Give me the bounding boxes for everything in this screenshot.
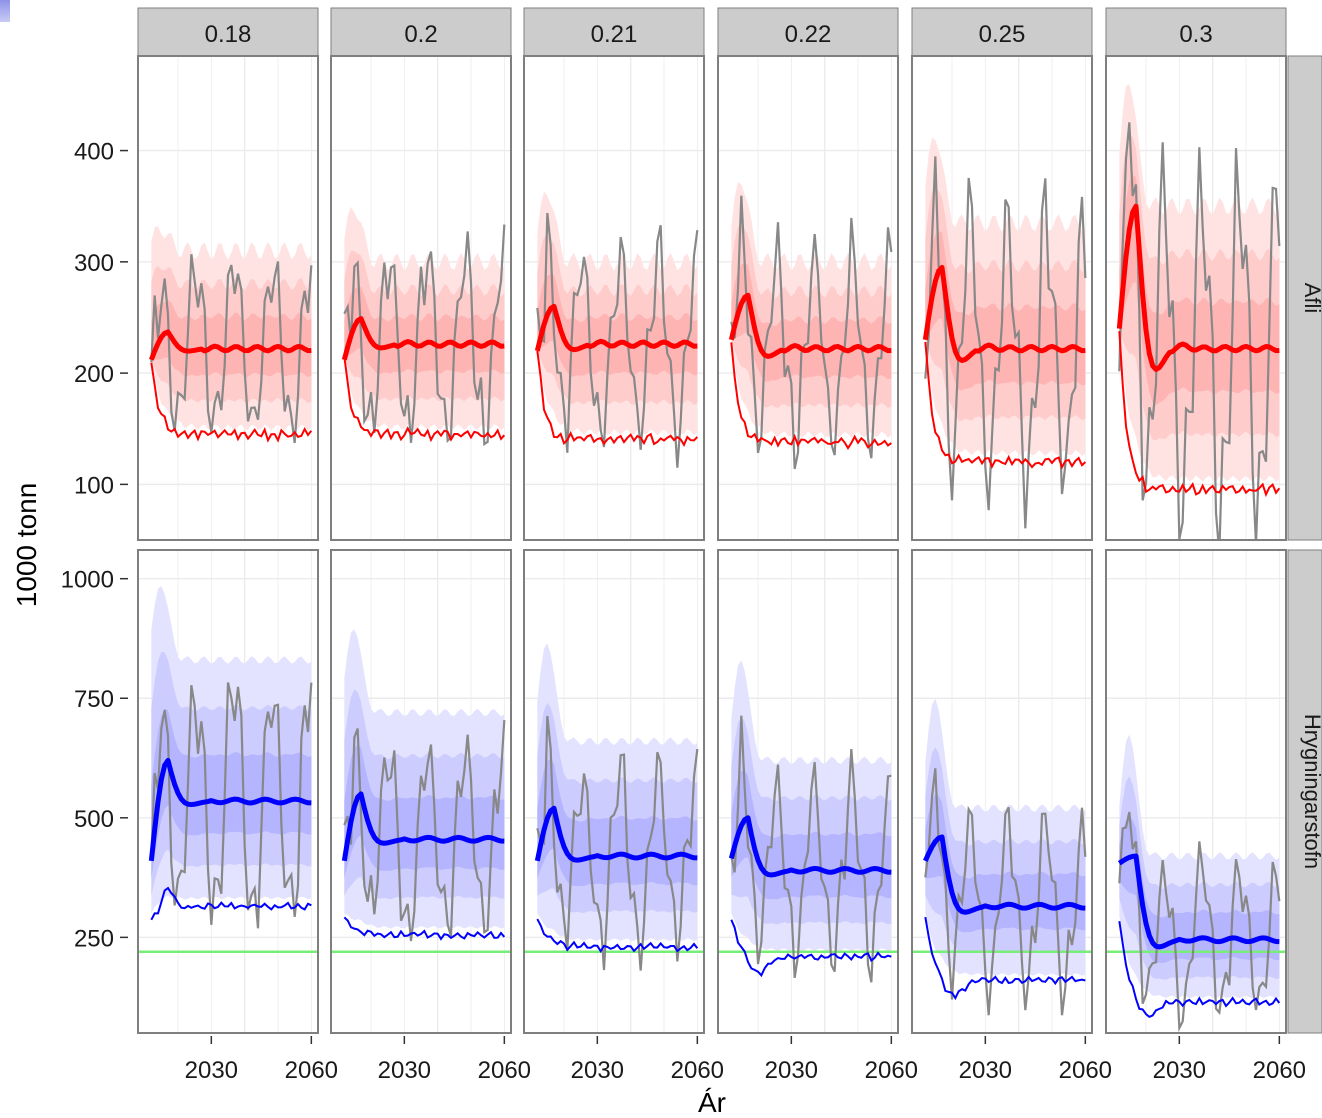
median-line-0-5 [1116,203,1280,372]
y-tick-label-0-1: 200 [74,361,114,388]
lower-line-0-4 [924,341,1087,470]
median-line-1-1 [341,791,505,862]
lower-line-0-0 [150,362,313,443]
x-tick-label-1-1: 2060 [478,1057,531,1084]
panel-border-0-3 [717,55,899,541]
x-tick-label-2-0: 2030 [571,1057,624,1084]
y-tick-label-1-0: 250 [74,925,114,952]
lower-line-0-1 [343,356,506,443]
trajectory-line-0-1 [343,224,506,447]
lower-line-1-0 [150,886,312,921]
y-tick-label-1-3: 1000 [61,567,114,594]
trajectory-line-1-0 [150,682,313,929]
median-line-1-3 [728,815,892,878]
trajectory-line-0-2 [536,212,699,468]
facet-label-0: 0.18 [205,21,252,48]
trajectory-line-0-5 [1118,122,1281,540]
facet-label-4: 0.25 [979,21,1026,48]
x-tick-label-2-1: 2060 [671,1057,724,1084]
band-0-1-2 [344,286,505,374]
trajectory-line-1-3 [730,715,892,983]
lower-line-1-4 [924,916,1086,1001]
panel-border-1-1 [330,549,512,1034]
band-1-3-2 [731,770,892,900]
x-tick-label-1-0: 2030 [378,1057,431,1084]
band-1-5-2 [1119,816,1280,963]
y-tick-label-1-1: 500 [74,806,114,833]
trajectory-line-0-3 [730,195,893,470]
lower-line-1-2 [536,918,699,953]
trajectory-line-1-5 [1118,811,1281,1033]
facet-label-5: 0.3 [1179,21,1212,48]
median-line-1-4 [923,834,1086,915]
facet-strip-2 [523,7,705,57]
panel-border-0-4 [911,55,1093,541]
panel-border-1-2 [523,549,705,1034]
lower-line-1-1 [343,916,506,941]
x-tick-label-3-1: 2060 [865,1057,918,1084]
trajectory-line-1-4 [924,768,1087,1016]
trajectory-line-1-2 [536,715,699,971]
y-tick-label-0-2: 300 [74,250,114,277]
trajectory-line-0-4 [924,156,1087,529]
row-strip-1 [1287,549,1322,1034]
lower-line-0-5 [1118,331,1281,498]
lower-line-0-3 [730,342,892,450]
median-line-1-2 [534,805,698,863]
panel-border-1-5 [1105,549,1287,1034]
band-0-0-2 [151,299,312,378]
median-line-0-0 [149,329,312,361]
median-line-0-1 [341,316,505,361]
median-line-1-5 [1117,853,1280,950]
lower-line-1-5 [1118,921,1281,1019]
row-label-0: Afli [1300,283,1322,314]
lower-line-1-3 [730,919,892,978]
row-strip-0 [1287,55,1322,541]
row-label-1: Hrygningarstofn [1300,714,1322,869]
facet-strip-1 [330,7,512,57]
x-axis-title: Ár [698,1087,726,1118]
x-tick-label-5-0: 2030 [1153,1057,1206,1084]
x-tick-label-5-1: 2060 [1253,1057,1306,1084]
x-tick-label-4-0: 2030 [959,1057,1012,1084]
facet-label-1: 0.2 [404,21,437,48]
x-tick-label-0-0: 2030 [185,1057,238,1084]
median-line-1-0 [148,757,312,862]
panel-border-1-3 [717,549,899,1034]
y-tick-label-0-3: 400 [74,139,114,166]
median-line-0-4 [922,264,1086,364]
x-tick-label-0-1: 2060 [285,1057,338,1084]
trajectory-line-0-0 [150,254,313,444]
median-line-0-3 [728,292,892,359]
band-1-4-2 [925,794,1086,933]
median-line-0-2 [534,303,698,353]
panel-border-1-0 [137,549,319,1034]
facet-label-3: 0.22 [785,21,832,48]
panel-border-0-2 [523,55,705,541]
x-tick-label-4-1: 2060 [1059,1057,1112,1084]
y-tick-label-1-2: 750 [74,686,114,713]
band-1-0-2 [151,708,312,879]
corner-decoration [0,0,10,22]
y-tick-label-0-0: 100 [74,472,114,499]
lower-line-0-2 [536,350,699,447]
y-axis-title: 1000 tonn [11,483,42,608]
panel-border-0-5 [1105,55,1287,541]
x-tick-label-3-0: 2030 [765,1057,818,1084]
panel-border-0-1 [330,55,512,541]
panel-border-0-0 [137,55,319,541]
panel-border-1-4 [911,549,1093,1034]
trajectory-line-1-1 [343,719,506,942]
facet-label-2: 0.21 [591,21,638,48]
